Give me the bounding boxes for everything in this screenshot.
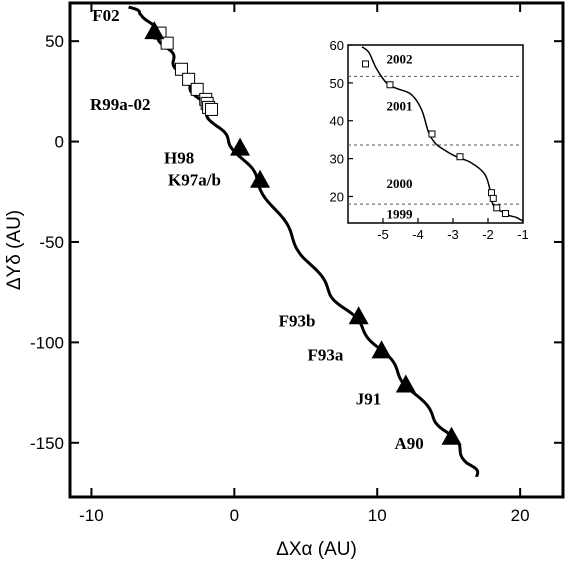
x-axis-title: ΔXα (AU) (276, 539, 357, 560)
triangle-marker (144, 21, 165, 40)
triangle-marker (441, 426, 462, 445)
point-label: J91 (356, 390, 382, 409)
triangle-marker (348, 306, 369, 325)
square-marker (174, 62, 188, 76)
inset-x-tick-label: -5 (377, 227, 389, 242)
x-tick-label: 10 (368, 506, 387, 525)
y-tick-label: -100 (30, 333, 64, 352)
point-label: F02 (92, 6, 119, 25)
inset-square-marker (362, 60, 369, 68)
square-marker (190, 82, 204, 96)
inset-square-marker (456, 153, 464, 161)
inset-y-tick-label: 30 (330, 152, 344, 167)
year-label: 2001 (387, 99, 413, 114)
inset-square-marker (493, 204, 501, 212)
inset-y-tick-label: 20 (330, 189, 344, 204)
point-label: K97a/b (168, 171, 221, 190)
inset-y-tick-label: 60 (330, 38, 344, 53)
square-marker (182, 72, 196, 86)
square-marker (204, 102, 218, 116)
squares-label: R99a-02 (90, 95, 150, 114)
triangle-marker (395, 374, 416, 393)
x-tick-label: 20 (511, 506, 530, 525)
point-label: F93b (279, 311, 316, 330)
inset-plot: -5 -4 -3 -2 -1 60 50 40 30 20 2002 2001 2000 1999 (330, 38, 529, 242)
year-label: 2002 (387, 51, 413, 66)
point-label: A90 (395, 434, 424, 453)
y-tick-label: -150 (30, 434, 64, 453)
year-label: 2000 (387, 176, 413, 191)
point-label: H98 (164, 149, 194, 168)
trajectory-line (128, 5, 480, 478)
inset-square-marker (502, 210, 509, 218)
point-label: F93a (308, 345, 344, 364)
inset-y-tick-label: 40 (330, 114, 344, 129)
square-marker (160, 36, 174, 50)
year-label: 1999 (387, 207, 414, 222)
y-tick-label: -50 (39, 233, 64, 252)
plot-frame (68, 1, 565, 499)
inset-x-tick-label: -3 (447, 227, 459, 242)
triangle-marker (230, 137, 251, 156)
y-tick-label: 0 (55, 133, 64, 152)
inset-square-marker (488, 189, 495, 197)
inset-x-tick-label: -4 (412, 227, 424, 242)
inset-square-marker (386, 81, 394, 89)
inset-square-marker (489, 194, 497, 202)
inset-y-tick-label: 50 (330, 76, 344, 91)
inset-x-tick-label: -1 (517, 227, 529, 242)
y-axis-title: ΔYδ (AU) (4, 210, 25, 290)
inset-square-marker (428, 130, 436, 138)
triangle-marker (250, 169, 271, 188)
x-tick-label: 0 (230, 506, 239, 525)
x-tick-label: -10 (79, 506, 104, 525)
triangle-marker (371, 340, 392, 359)
y-tick-label: 50 (45, 32, 64, 51)
inset-x-tick-label: -2 (482, 227, 494, 242)
